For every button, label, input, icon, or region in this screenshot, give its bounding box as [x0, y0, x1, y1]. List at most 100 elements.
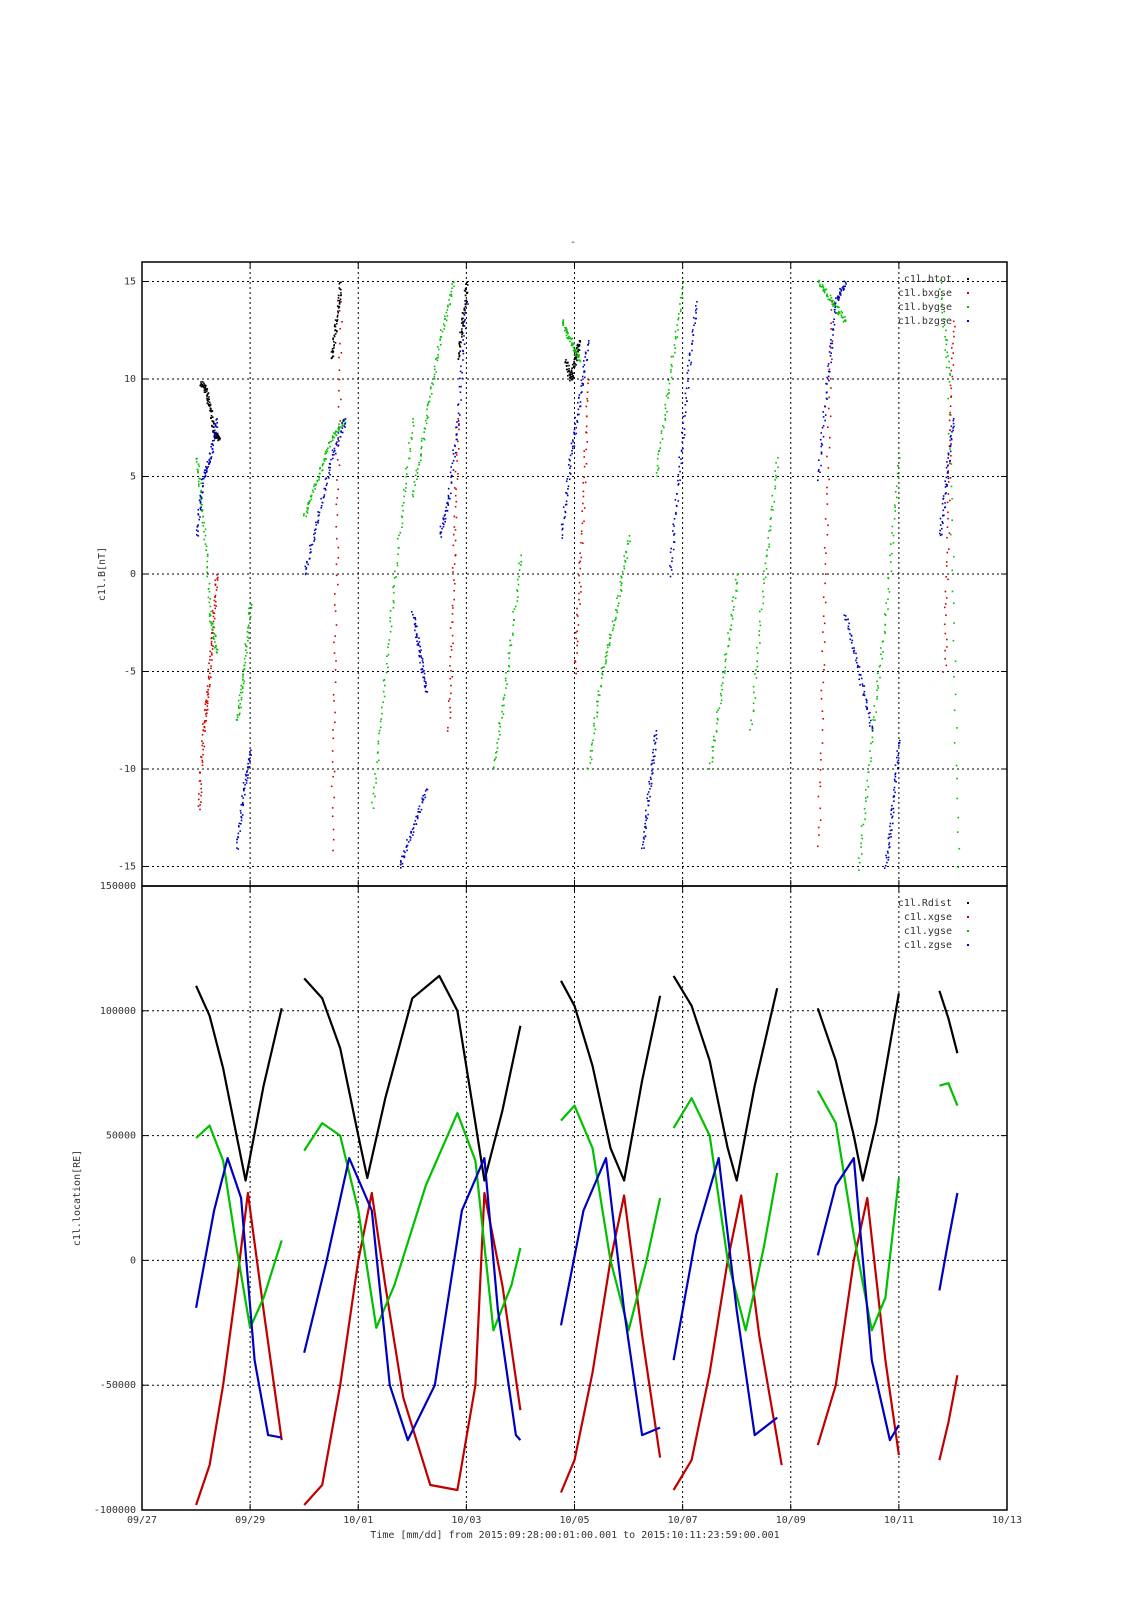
data-point — [243, 789, 245, 791]
data-point — [764, 562, 767, 565]
data-point — [863, 685, 866, 687]
x-tick-label: 10/09 — [776, 1515, 806, 1526]
data-point — [877, 687, 880, 689]
data-point — [216, 649, 219, 651]
data-point — [316, 480, 319, 483]
data-point — [848, 628, 851, 631]
data-point — [732, 609, 735, 611]
data-point — [772, 509, 774, 511]
data-point — [864, 818, 866, 820]
data-point — [237, 836, 240, 839]
data-point — [685, 397, 687, 399]
data-point — [458, 428, 460, 431]
data-point — [898, 742, 901, 744]
data-point — [240, 684, 242, 687]
data-point — [562, 322, 565, 325]
data-point — [615, 609, 617, 611]
data-point — [681, 296, 684, 299]
data-point — [378, 732, 380, 735]
data-point — [675, 511, 677, 514]
data-point — [577, 350, 579, 352]
data-point — [572, 447, 574, 450]
data-point — [198, 780, 201, 782]
data-point — [566, 328, 568, 331]
data-point — [431, 382, 433, 384]
data-point — [403, 488, 405, 491]
data-point — [453, 563, 456, 565]
data-point — [420, 440, 423, 442]
data-point — [200, 509, 203, 511]
data-point — [206, 470, 208, 472]
data-point — [568, 335, 570, 338]
data-point — [236, 841, 238, 844]
data-point — [680, 462, 683, 465]
data-point — [882, 640, 884, 643]
data-point — [451, 283, 453, 285]
data-point — [328, 462, 331, 465]
data-point — [757, 652, 759, 654]
data-point — [237, 848, 240, 850]
data-point — [824, 518, 827, 520]
data-point — [578, 581, 581, 584]
data-point — [947, 452, 950, 455]
data-point — [844, 285, 846, 288]
data-point — [208, 615, 211, 617]
data-point — [942, 514, 944, 517]
data-point — [239, 712, 241, 715]
data-point — [416, 640, 418, 643]
data-point — [949, 459, 951, 462]
legend-swatch — [967, 320, 969, 322]
data-point — [647, 800, 650, 802]
data-point — [248, 607, 250, 610]
data-point — [202, 384, 205, 386]
data-point — [728, 639, 731, 641]
data-point — [429, 387, 432, 390]
data-point — [859, 674, 862, 676]
data-point — [579, 560, 581, 563]
data-point — [461, 336, 463, 338]
data-point — [306, 512, 309, 514]
data-point — [204, 476, 206, 478]
data-point — [454, 505, 457, 508]
data-point — [209, 672, 211, 675]
data-point — [499, 734, 501, 736]
data-point — [687, 378, 690, 380]
data-point — [949, 405, 952, 407]
data-point — [752, 702, 755, 704]
data-point — [833, 308, 836, 311]
data-point — [412, 421, 414, 424]
data-point — [949, 499, 951, 502]
data-point — [495, 756, 497, 759]
y-tick-label: -100000 — [94, 1505, 136, 1516]
data-point — [588, 379, 590, 381]
data-point — [205, 701, 208, 704]
data-point — [614, 619, 616, 622]
data-point — [211, 659, 213, 661]
data-point — [336, 479, 338, 481]
data-point — [420, 453, 422, 455]
data-point — [868, 764, 870, 766]
data-point — [453, 589, 455, 592]
data-point — [771, 494, 774, 497]
data-point — [461, 317, 463, 320]
data-point — [304, 573, 307, 576]
data-point — [616, 609, 618, 612]
data-point — [573, 431, 575, 434]
data-point — [386, 662, 388, 665]
data-point — [617, 595, 619, 597]
data-point — [393, 591, 395, 594]
data-point — [571, 371, 573, 373]
data-point — [617, 602, 620, 605]
data-point — [412, 490, 414, 492]
data-point — [245, 655, 247, 657]
data-point — [566, 492, 568, 495]
data-point — [312, 491, 315, 493]
data-point — [768, 530, 770, 532]
data-point — [674, 330, 677, 333]
data-point — [315, 524, 318, 526]
data-point — [518, 569, 521, 571]
data-point — [333, 436, 336, 439]
data-point — [674, 499, 677, 501]
data-point — [511, 632, 514, 635]
data-point — [580, 533, 583, 535]
